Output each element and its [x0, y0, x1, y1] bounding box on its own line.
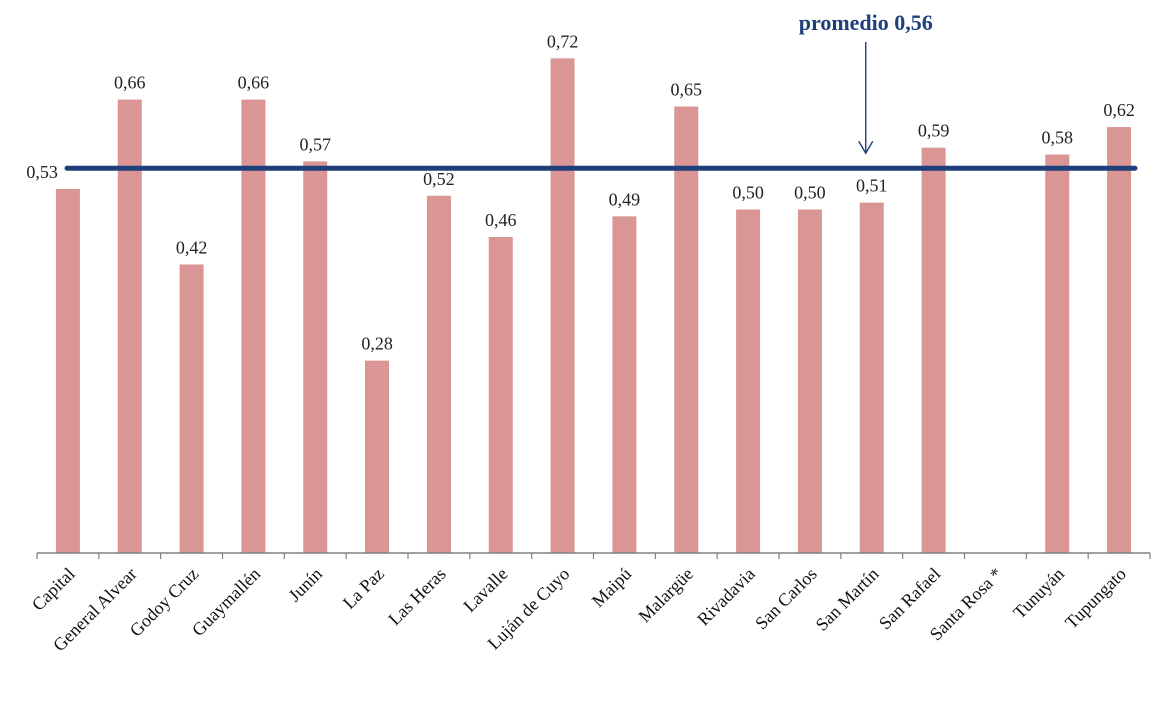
- tick-label: San Martín: [812, 564, 883, 635]
- bar: [1107, 127, 1132, 553]
- data-label: 0,62: [1103, 100, 1135, 120]
- tick-label: Maipú: [588, 564, 635, 611]
- tick-label: Tunuyán: [1009, 564, 1068, 623]
- bar: [117, 99, 142, 553]
- data-label: 0,58: [1042, 128, 1074, 148]
- bars-group: [55, 58, 1132, 554]
- bar: [736, 209, 761, 553]
- tick-label: Junín: [284, 564, 326, 606]
- tick-label: Malargüe: [634, 564, 697, 627]
- bar: [612, 216, 637, 553]
- data-label: 0,46: [485, 210, 517, 230]
- bar: [797, 209, 822, 553]
- tick-label: San Carlos: [751, 564, 821, 634]
- bar: [921, 147, 946, 554]
- data-label: 0,50: [794, 183, 826, 203]
- tick-label: Rivadavia: [693, 564, 759, 630]
- tick-label: La Paz: [339, 564, 388, 613]
- data-label: 0,51: [856, 176, 888, 196]
- average-arrow-head: [858, 140, 874, 155]
- bar: [859, 202, 884, 553]
- bar: [179, 264, 204, 553]
- data-label: 0,28: [361, 334, 393, 354]
- bar: [426, 195, 451, 553]
- bar: [55, 188, 80, 553]
- data-label: 0,66: [114, 73, 146, 93]
- bar: [550, 58, 575, 554]
- tick-label: Lavalle: [459, 564, 511, 616]
- data-label: 0,72: [547, 31, 579, 51]
- average-group: promedio 0,56: [64, 10, 1138, 171]
- tick-label: Tupungato: [1061, 564, 1130, 633]
- x-axis: [36, 552, 1151, 559]
- data-label: 0,65: [671, 79, 703, 99]
- value-labels-group: 0,53 0,66 0,42 0,66 0,57 0,28 0,52 0,46 0,72 0,49…: [26, 31, 1134, 353]
- bar: [1045, 154, 1070, 554]
- bar: [365, 360, 390, 553]
- tick-label: Capital: [28, 564, 79, 615]
- data-label: 0,42: [176, 237, 208, 257]
- data-label: 0,59: [918, 121, 950, 141]
- bar: [488, 236, 513, 554]
- data-label: 0,50: [732, 183, 764, 203]
- tick-label: Las Heras: [384, 564, 449, 629]
- data-label: 0,66: [238, 73, 270, 93]
- data-label: 0,53: [26, 162, 58, 182]
- average-label: promedio 0,56: [799, 10, 933, 35]
- bar: [241, 99, 266, 553]
- data-label: 0,49: [609, 189, 641, 209]
- data-label: 0,52: [423, 169, 455, 189]
- bar: [303, 161, 328, 553]
- bar: [674, 106, 699, 553]
- data-label: 0,57: [300, 134, 332, 154]
